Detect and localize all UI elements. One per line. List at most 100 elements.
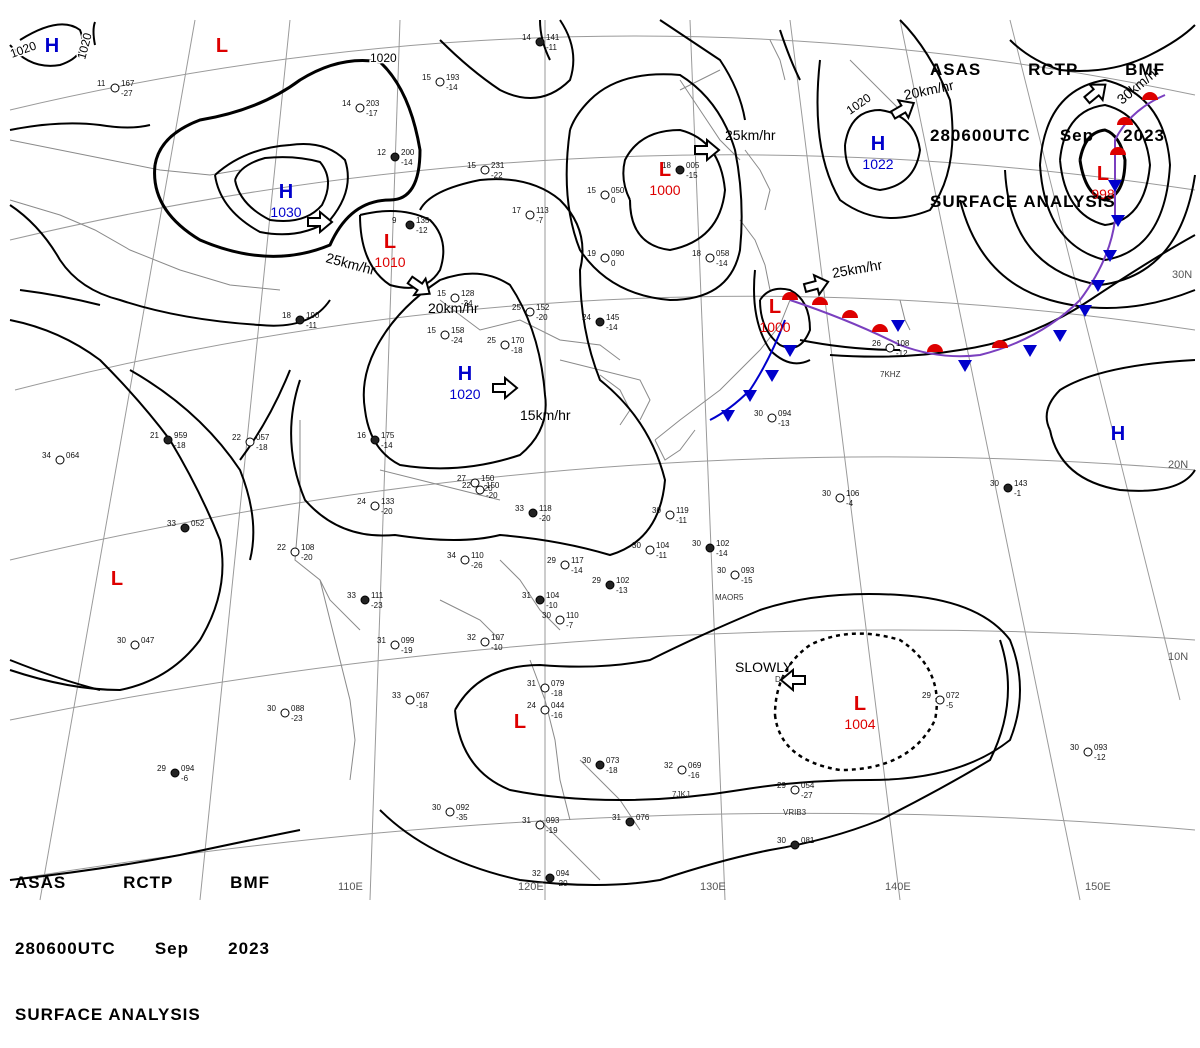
center-letter: L (384, 231, 396, 253)
station-plot: 24 044-16 (527, 701, 565, 720)
station-temp: 15 (587, 186, 596, 195)
station-pressure: 081 (801, 836, 815, 845)
station-pressure: 175 (381, 431, 395, 440)
station-tendency: -18 (416, 701, 428, 710)
station-temp: 30 (1070, 743, 1079, 752)
station-temp: 34 (42, 451, 51, 460)
motion-arrow-icon (802, 273, 830, 297)
center-letter: H (1111, 423, 1125, 445)
station-circle-icon (390, 640, 400, 650)
station-tendency: -15 (686, 171, 698, 180)
station-temp: 22 (277, 543, 286, 552)
station-temp: 15 (467, 161, 476, 170)
station-pressure: 050 (611, 186, 625, 195)
station-plot: 9 135-12 (392, 216, 430, 235)
station-plot: 30 110-7 (542, 611, 579, 630)
motion-label: 25km/hr (725, 127, 776, 143)
station-temp: 24 (527, 701, 536, 710)
fronts (709, 94, 1166, 421)
station-plot: 27 150-20 (457, 474, 495, 493)
station-pressure: 088 (291, 704, 305, 713)
station-temp: 31 (377, 636, 386, 645)
station-temp: 32 (532, 869, 541, 878)
station-tendency: -20 (381, 507, 393, 516)
header-station: RCTP (123, 873, 174, 892)
station-plot: 30 073-18 (582, 756, 620, 775)
cold-front-triangle-icon (1053, 330, 1067, 342)
center-letter: L (769, 296, 781, 318)
station-plot: 30 088-23 (267, 704, 305, 723)
station-circle-icon (675, 165, 685, 175)
station-circle-icon (163, 435, 173, 445)
station-tendency: 0 (611, 196, 616, 205)
warm-front-semicircle-icon (1110, 147, 1126, 155)
center-pressure: 1020 (449, 386, 480, 402)
station-circle-icon (600, 190, 610, 200)
cold-front-triangle-icon (891, 320, 905, 332)
station-plot: 33 118-20 (515, 504, 552, 523)
station-temp: 21 (150, 431, 159, 440)
motion-label: 20km/hr (428, 300, 479, 316)
station-temp: 30 (717, 566, 726, 575)
center-letter: L (854, 693, 866, 715)
station-circle-icon (730, 570, 740, 580)
station-circle-icon (705, 543, 715, 553)
header-year: 2023 (1123, 126, 1165, 145)
station-tendency: -5 (946, 701, 954, 710)
station-plot: 22 057-18 (232, 433, 270, 452)
header-line-2: 280600UTC Sep 2023 (15, 938, 270, 960)
station-circle-icon (560, 560, 570, 570)
station-circle-icon (545, 873, 555, 883)
station-pressure: 094 (181, 764, 195, 773)
motion-arrow-icon (694, 137, 721, 163)
station-plot: 17 113-7 (512, 206, 549, 225)
station-plot: 29 117-14 (547, 556, 584, 575)
cold-front-triangle-icon (743, 390, 757, 402)
station-tendency: -16 (688, 771, 700, 780)
station-circle-icon (360, 595, 370, 605)
station-plot: 31 079-18 (527, 679, 565, 698)
station-pressure: 143 (1014, 479, 1028, 488)
station-tendency: -7 (566, 621, 574, 630)
station-temp: 33 (392, 691, 401, 700)
station-pressure: 104 (546, 591, 560, 600)
warm-front-semicircle-icon (782, 292, 798, 300)
station-temp: 14 (342, 99, 351, 108)
station-pressure: 052 (191, 519, 205, 528)
station-plot: 30 119-11 (652, 506, 689, 525)
station-plot: 22 150-20 (462, 481, 500, 500)
station-tendency: -20 (556, 879, 568, 888)
station-temp: 30 (582, 756, 591, 765)
station-tendency: 0 (611, 259, 616, 268)
station-tendency: -14 (716, 549, 728, 558)
station-temp: 26 (872, 339, 881, 348)
station-circle-icon (705, 253, 715, 263)
station-tendency: -20 (486, 491, 498, 500)
station-plot: 26 108-12 (872, 339, 910, 358)
station-temp: 30 (822, 489, 831, 498)
station-temp: 22 (232, 433, 241, 442)
station-temp: 25 (512, 303, 521, 312)
station-temp: 31 (522, 816, 531, 825)
station-pressure: 104 (656, 541, 670, 550)
station-tendency: -27 (801, 791, 813, 800)
station-plot: 34 064 (42, 451, 80, 465)
station-plot: 16 175-14 (357, 431, 395, 450)
station-tendency: -17 (366, 109, 378, 118)
header-bottom: ASAS RCTP BMF 280600UTC Sep 2023 SURFACE… (15, 828, 270, 1048)
station-tendency: -18 (174, 441, 186, 450)
station-tendency: -7 (536, 216, 544, 225)
station-tendency: -14 (571, 566, 583, 575)
station-circle-icon (625, 817, 635, 827)
station-tendency: -22 (491, 171, 503, 180)
station-pressure: 102 (716, 539, 730, 548)
header-agency: ASAS (15, 873, 67, 892)
station-pressure: 119 (676, 506, 689, 515)
station-tendency: -6 (181, 774, 189, 783)
station-pressure: 170 (511, 336, 525, 345)
station-circle-icon (555, 615, 565, 625)
warm-front-semicircle-icon (992, 340, 1008, 348)
station-temp: 30 (652, 506, 661, 515)
motion-arrow-icon (779, 667, 806, 693)
station-temp: 17 (512, 206, 521, 215)
